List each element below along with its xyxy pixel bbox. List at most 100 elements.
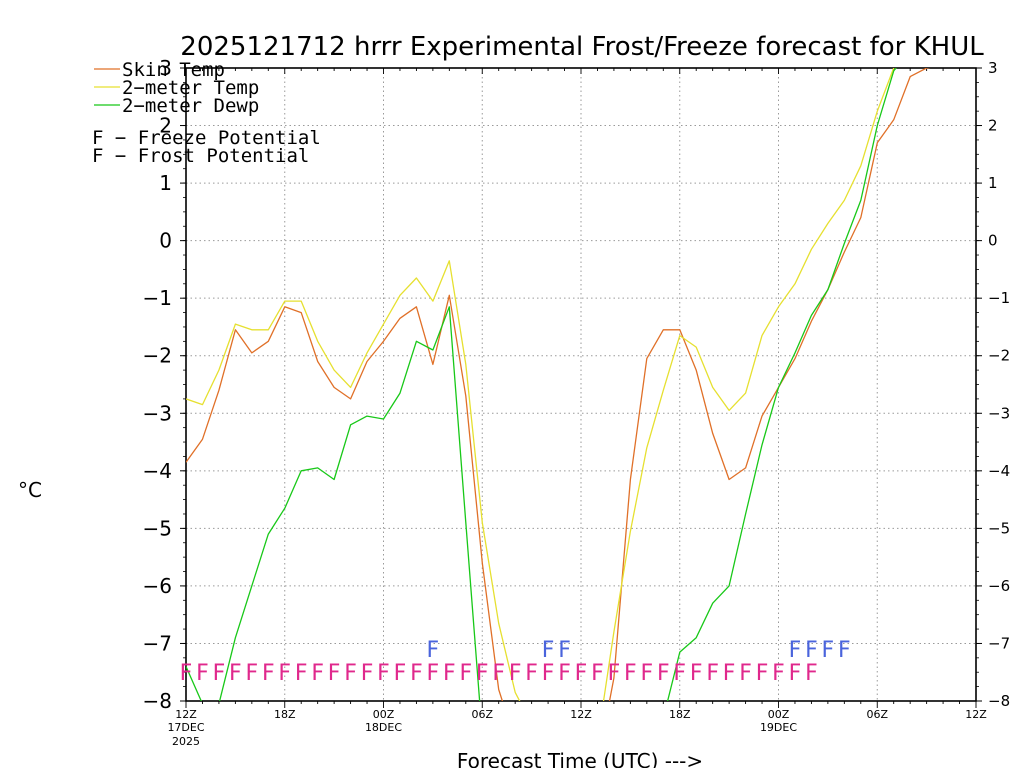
legend-label-2m-temp: 2−meter Temp [122, 77, 259, 99]
freeze-flag: F [196, 661, 209, 686]
frost-flag: F [838, 638, 851, 663]
freeze-flag: F [427, 661, 440, 686]
y-tick-label-right: −3 [988, 404, 1010, 422]
freeze-flag: F [328, 661, 341, 686]
freeze-flag: F [575, 661, 588, 686]
frost-flag: F [822, 638, 835, 663]
y-tick-label-right: 2 [988, 117, 998, 135]
y-tick-label: −6 [143, 574, 172, 598]
freeze-flag: F [213, 661, 226, 686]
freeze-flag: F [558, 661, 571, 686]
freeze-flag: F [525, 661, 538, 686]
frost-flag: F [558, 638, 571, 663]
legend: Skin Temp 2−meter Temp 2−meter Dewp F − … [92, 59, 321, 167]
x-tick-date: 17DEC [167, 721, 204, 734]
y-axis-label: °C [18, 478, 42, 502]
series-line-2-meter-dewp [186, 68, 897, 701]
x-tick-year: 2025 [172, 735, 200, 748]
legend-label-skin-temp: Skin Temp [122, 59, 225, 81]
legend-frost-potential: F − Frost Potential [92, 145, 309, 167]
freeze-flag: F [509, 661, 522, 686]
x-tick-label: 06Z [866, 708, 888, 721]
y-tick-label: −4 [143, 459, 172, 483]
freeze-flag: F [591, 661, 604, 686]
freeze-flag: F [394, 661, 407, 686]
x-axis-label: Forecast Time (UTC) ---> [457, 749, 703, 768]
freeze-flag: F [608, 661, 621, 686]
y-tick-label-right: −7 [988, 634, 1010, 652]
y-tick-label-right: −8 [988, 692, 1010, 710]
y-tick-label: −3 [143, 401, 172, 425]
y-tick-label: −7 [143, 631, 172, 655]
y-tick-label-right: −5 [988, 519, 1010, 537]
freeze-flag: F [344, 661, 357, 686]
freeze-flag: F [706, 661, 719, 686]
freeze-flag: F [229, 661, 242, 686]
freeze-flag: F [542, 661, 555, 686]
freeze-flag: F [311, 661, 324, 686]
y-tick-label: −5 [143, 516, 172, 540]
x-tick-label: 18Z [274, 708, 296, 721]
y-tick-label: 1 [159, 171, 172, 195]
y-tick-label: −1 [143, 286, 172, 310]
freeze-flag: F [805, 661, 818, 686]
x-tick-date: 18DEC [365, 721, 402, 734]
y-tick-label-right: −6 [988, 577, 1010, 595]
freeze-flag: F [443, 661, 456, 686]
x-tick-label: 00Z [373, 708, 395, 721]
freeze-flag: F [673, 661, 686, 686]
y-tick-label: −2 [143, 344, 172, 368]
freeze-flag: F [756, 661, 769, 686]
freeze-flag: F [262, 661, 275, 686]
frost-flag: F [805, 638, 818, 663]
y-tick-label: 0 [159, 229, 172, 253]
x-tick-label: 18Z [669, 708, 691, 721]
freeze-flag: F [476, 661, 489, 686]
freeze-flag: F [723, 661, 736, 686]
y-tick-label-right: −1 [988, 289, 1010, 307]
y-tick-label-right: 1 [988, 174, 998, 192]
freeze-flag: F [410, 661, 423, 686]
y-tick-label-right: −4 [988, 462, 1010, 480]
freeze-flag: F [657, 661, 670, 686]
freeze-flag: F [459, 661, 472, 686]
x-tick-label: 12Z [175, 708, 197, 721]
freeze-flag: F [295, 661, 308, 686]
y-tick-label: −8 [143, 689, 172, 713]
y-tick-label-right: −2 [988, 347, 1010, 365]
series-line-2-meter-temp [186, 68, 895, 701]
x-tick-label: 12Z [570, 708, 592, 721]
series-line-skin-temp [186, 68, 931, 701]
legend-label-2m-dewp: 2−meter Dewp [122, 95, 259, 117]
freeze-flag: F [246, 661, 259, 686]
freeze-flag: F [278, 661, 291, 686]
frost-flag: F [789, 638, 802, 663]
x-tick-label: 06Z [471, 708, 493, 721]
y-tick-label-right: 3 [988, 59, 998, 77]
freeze-flag: F [739, 661, 752, 686]
freeze-flag: F [789, 661, 802, 686]
frost-flag: F [427, 638, 440, 663]
y-tick-label: 3 [159, 56, 172, 80]
freeze-flag: F [641, 661, 654, 686]
y-tick-label-right: 0 [988, 232, 998, 250]
freeze-flag: F [624, 661, 637, 686]
series-lines [186, 68, 931, 701]
potential-flags: F F F F F F F F F F F F F F F F F F F F F F F F F F F F F F F F F F F F F F FF… [180, 638, 851, 686]
y-axis-left: −8 −7 −6 −5 −4 −3 −2 −1 0 1 2 3 [143, 56, 186, 713]
y-tick-label: 2 [159, 114, 172, 138]
x-tick-label: 12Z [965, 708, 987, 721]
chart-title: 2025121712 hrrr Experimental Frost/Freez… [180, 32, 984, 62]
frost-flag: F [542, 638, 555, 663]
x-tick-date: 19DEC [760, 721, 797, 734]
freeze-flag: F [377, 661, 390, 686]
freeze-flag: F [492, 661, 505, 686]
legend-freeze-potential: F − Freeze Potential [92, 127, 321, 149]
grid-lines [186, 68, 976, 701]
freeze-flag: F [361, 661, 374, 686]
freeze-flag: F [690, 661, 703, 686]
freeze-flag: F [772, 661, 785, 686]
y-axis-right: −8 −7 −6 −5 −4 −3 −2 −1 0 1 2 3 [976, 59, 1010, 710]
